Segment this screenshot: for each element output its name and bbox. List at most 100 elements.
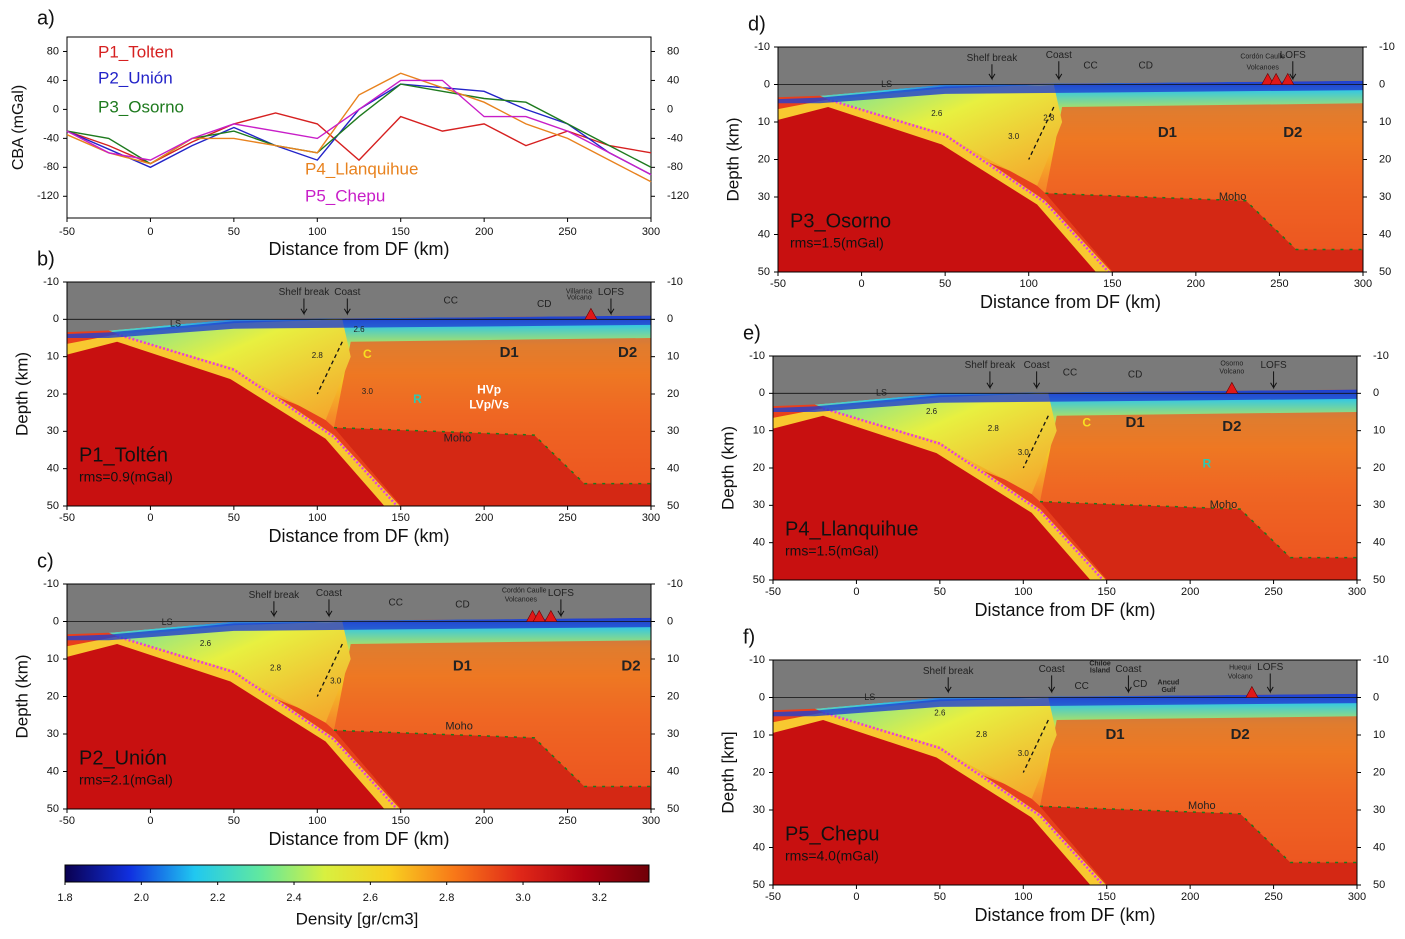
panel-label: c) [37,550,54,572]
y-tick-label-right: 30 [667,425,679,437]
x-tick-label: -50 [765,891,781,903]
surface-layer [778,80,1363,104]
y-tick-label-right: 20 [1373,462,1385,474]
y-tick-label-right: 0 [667,615,673,627]
panel-label: f) [743,626,755,648]
annotation: Huequi [1229,664,1252,671]
x-tick-label: -50 [765,586,781,598]
y-tick-label-right: 10 [667,653,679,665]
y-tick-label: -10 [754,41,770,53]
y-tick-label-right: -10 [1379,41,1395,53]
annotation: Moho [1219,191,1247,203]
oceanic-plate [773,716,1105,885]
y-tick-label-right: 50 [1373,574,1385,586]
x-tick-label: 0 [147,226,153,238]
panel-label: a) [37,7,55,29]
rms: rms=4.0(mGal) [785,848,879,864]
x-tick-label: -50 [770,278,786,290]
y-tick-label-right: 40 [1373,841,1385,853]
y-tick-label-right: 20 [1379,153,1391,165]
annotation: 3.0 [1018,448,1030,457]
y-tick-label-right: 20 [1373,766,1385,778]
y-tick-label-right: 10 [1373,425,1385,437]
y-tick-label-right: 0 [667,313,673,325]
annotation: D1 [1158,124,1177,141]
x-tick-label: 300 [1354,278,1372,290]
annotation: Coast [316,588,342,599]
fault-dashed [1022,719,1049,773]
lower-crust [334,338,651,484]
annotation: Volcanoes [1247,64,1280,71]
y-axis-label: Depth [km] [718,731,737,813]
arrow [1055,61,1063,81]
fault-dashed [1028,106,1055,160]
annotation: Coast [1039,664,1065,675]
y-tick-label: 40 [47,463,59,475]
y-axis-label: Depth (km) [718,426,737,510]
y-tick-label: 20 [47,690,59,702]
annotation: Villarrica [566,289,593,296]
oceanic-plate [778,103,1110,272]
y-tick-label-right: -10 [1373,654,1389,666]
x-tick-label: 1.8 [57,892,72,904]
y-tick-label-right: 10 [1379,116,1391,128]
y2-tick-label: 80 [667,45,679,57]
annotation: D1 [453,657,472,674]
annotation: Chiloe [1089,661,1110,668]
annotation: CC [388,597,402,608]
annotation: Volcano [567,295,592,302]
legend-entry: P5_Chepu [305,186,385,205]
legend-entry: P1_Tolten [98,42,174,61]
annotation: LS [864,692,875,702]
deep-mantle [1040,501,1357,580]
arrow [986,371,994,390]
x-tick-label: 50 [939,278,951,290]
legend-entry: P3_Osorno [98,97,184,116]
arrow [300,298,308,316]
annotation: 2.8 [988,424,1000,433]
annotation: R [1202,456,1211,470]
section-plot [778,47,1363,272]
y-tick-label: 20 [753,766,765,778]
volcano [1225,381,1239,394]
y-tick-label: 10 [758,116,770,128]
volcano [532,609,546,622]
x-tick-label: 150 [392,226,410,238]
arrow [988,64,996,81]
annotation: Island [1090,667,1110,674]
y-tick-label: 0 [53,615,59,627]
y-tick-label: 0 [759,387,765,399]
slab-surface [116,635,399,809]
x-axis-label: Distance from DF (km) [268,526,449,546]
y-tick-label-right: 30 [1373,804,1385,816]
y-tick-label-right: -10 [667,578,683,590]
x-tick-label: 250 [1264,891,1282,903]
y-tick-label-right: 10 [667,351,679,363]
x-tick-label: 0 [147,512,153,524]
annotation: D2 [1231,726,1250,743]
y-tick-label: -10 [749,350,765,362]
annotation: C [363,347,372,361]
lower-crust [1040,716,1357,863]
annotation: Moho [444,433,472,445]
annotation: CD [1133,679,1147,690]
annotation: LVp/Vs [469,397,509,411]
annotation: D2 [1222,418,1241,435]
annotation: 2.6 [926,407,938,416]
arrow [557,599,565,618]
x-tick-label: 2.6 [363,892,378,904]
x-tick-label: -50 [59,512,75,524]
annotation: Shelf break [923,666,975,677]
volcano [1269,72,1283,85]
rms: rms=2.1(mGal) [79,772,173,788]
lower-crust [334,640,651,787]
arrow [607,298,615,316]
data-line [66,79,652,176]
y-tick-label: 20 [753,462,765,474]
x-axis-label: Distance from DF (km) [268,239,449,259]
annotation: Ancud [1158,679,1180,686]
y-tick-label: 40 [47,765,59,777]
x-tick-label: 2.2 [210,892,225,904]
annotation: Moho [1210,499,1238,511]
